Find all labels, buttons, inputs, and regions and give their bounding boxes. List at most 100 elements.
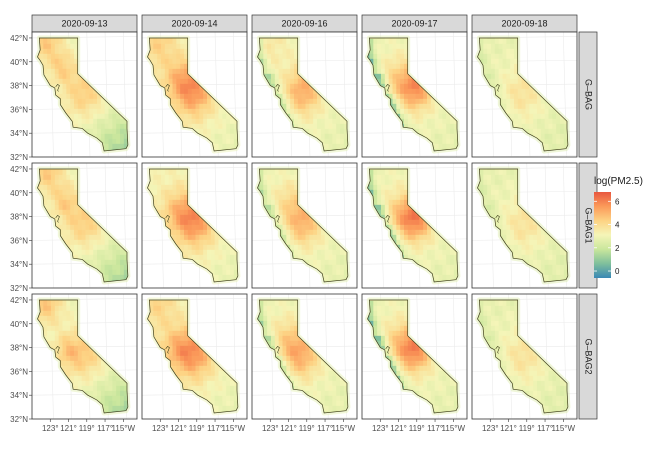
panel-border [471,31,578,158]
legend-tick-label: 2 [615,244,620,253]
panel-border [141,31,248,158]
x-tick-label: 121° [390,424,407,433]
x-tick-label: 121° [60,424,77,433]
x-tick-label: 119° [189,424,205,433]
panel-border [361,293,468,420]
state-outline [257,37,349,152]
x-tick-label: 115°W [112,424,136,433]
state-outline [147,168,239,283]
x-tick-label: 119° [299,424,315,433]
row-strip-label: G–BAG1 [584,207,594,243]
y-tick-label: 38°N [10,82,28,91]
map-panel [471,293,578,420]
x-tick-label: 123° [152,424,169,433]
panel-border [31,293,138,420]
panel-border [251,31,358,158]
y-tick-label: 38°N [10,344,28,353]
panel-border [471,293,578,420]
panel-border [141,162,248,289]
panel-border [251,162,358,289]
row-strip-label: G–BAG2 [584,338,594,374]
legend-tick-label: 0 [615,267,620,276]
column-strip: 2020-09-18 [471,14,578,33]
x-tick-label: 119° [79,424,95,433]
state-outline [477,37,569,152]
y-tick-label: 42°N [10,296,28,305]
column-strip-label: 2020-09-14 [171,19,217,29]
y-tick-label: 34°N [10,391,28,400]
state-outline [37,37,129,152]
map-panel [251,293,358,420]
panel-border [141,293,248,420]
x-tick-label: 117° [317,424,333,433]
legend-tick-label: 6 [615,197,620,206]
map-panel [31,162,138,289]
legend-title: log(PM2.5) [594,176,643,187]
x-tick-label: 115°W [222,424,246,433]
x-tick-label: 123° [372,424,389,433]
y-tick-label: 36°N [10,367,28,376]
x-tick-label: 123° [42,424,59,433]
y-tick-label: 40°N [10,320,28,329]
map-panel [361,293,468,420]
state-outline [147,299,239,414]
panel-border [251,293,358,420]
column-strips: 2020-09-13 2020-09-14 2020-09-16 2020-09-17… [31,14,578,33]
x-tick-label: 117° [97,424,113,433]
state-outline [37,299,129,414]
legend-tick-label: 4 [615,221,620,230]
y-tick-label: 40°N [10,189,28,198]
panel-border [471,162,578,289]
map-panel [361,162,468,289]
state-outline [477,168,569,283]
column-strip: 2020-09-13 [31,14,138,33]
x-tick-label: 119° [409,424,425,433]
map-panel [141,293,248,420]
x-tick-label: 121° [280,424,297,433]
panel-border [361,162,468,289]
x-tick-label: 123° [262,424,279,433]
column-strip: 2020-09-16 [251,14,358,33]
x-tick-label: 121° [500,424,517,433]
column-strip-label: 2020-09-13 [61,19,107,29]
y-tick-label: 32°N [10,153,28,162]
state-outline [477,299,569,414]
x-tick-label: 119° [519,424,535,433]
x-tick-label: 121° [170,424,187,433]
column-strip: 2020-09-14 [141,14,248,33]
panel-border [361,31,468,158]
axes: 42°N 40°N 38°N 36°N 34°N 32°N 42°N 40°N 38°N 36°N… [10,34,575,433]
legend: log(PM2.5) 0 2 4 6 [594,176,643,278]
column-strip-label: 2020-09-16 [281,19,327,29]
state-outline [367,299,459,414]
map-panel [31,31,138,158]
map-panel [141,31,248,158]
x-tick-label: 115°W [332,424,356,433]
y-tick-label: 38°N [10,213,28,222]
column-strip-label: 2020-09-17 [391,19,437,29]
x-tick-label: 117° [207,424,223,433]
y-tick-label: 40°N [10,58,28,67]
legend-colorbar [594,192,611,278]
row-strip: G–BAG [578,31,598,158]
x-tick-label: 123° [482,424,499,433]
state-outline [257,299,349,414]
map-panel [471,31,578,158]
x-tick-label: 115°W [442,424,466,433]
y-tick-label: 36°N [10,236,28,245]
map-panel [471,162,578,289]
x-tick-label: 117° [427,424,443,433]
y-tick-label: 36°N [10,105,28,114]
panel-border [31,31,138,158]
map-panels [31,31,578,420]
row-strips: G–BAG G–BAG1 G–BAG2 [578,31,598,420]
y-tick-label: 32°N [10,284,28,293]
row-strip-label: G–BAG [584,79,594,110]
y-tick-label: 42°N [10,34,28,43]
map-panel [361,31,468,158]
column-strip-label: 2020-09-18 [501,19,547,29]
state-outline [257,168,349,283]
column-strip: 2020-09-17 [361,14,468,33]
map-panel [251,31,358,158]
